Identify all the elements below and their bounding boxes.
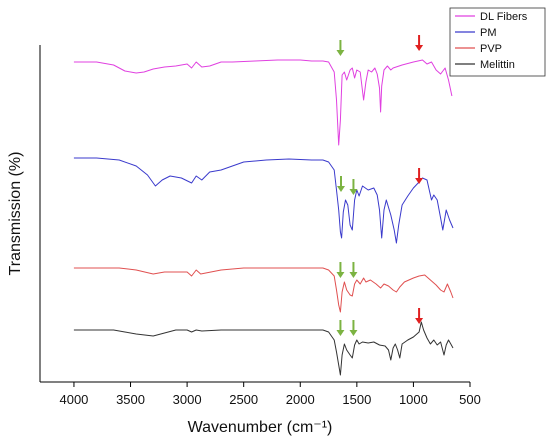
annotation-arrow <box>349 179 358 195</box>
series-line-melittin <box>73 321 454 376</box>
x-tick-label: 3500 <box>116 392 145 407</box>
annotation-arrow <box>415 308 424 324</box>
legend-label: PVP <box>480 43 502 55</box>
x-tick-label: 1500 <box>342 392 371 407</box>
legend-item: Melittin <box>455 59 515 71</box>
x-ticks: 4000 3500 3000 2500 2000 1500 1000 500 <box>59 382 481 407</box>
legend-box <box>449 7 546 77</box>
legend: DL Fibers PM PVP Melittin <box>449 7 546 77</box>
y-axis-title: Transmission (%) <box>7 152 24 276</box>
plot-area: 4000 3500 3000 2500 2000 1500 1000 500 <box>39 35 481 407</box>
annotation-arrow <box>415 35 424 51</box>
legend-item: PM <box>455 27 497 39</box>
x-tick-label: 3000 <box>173 392 202 407</box>
x-tick-label: 2000 <box>286 392 315 407</box>
legend-label: PM <box>480 27 497 39</box>
legend-item: DL Fibers <box>455 11 528 23</box>
x-tick-label: 1000 <box>399 392 428 407</box>
series-line-pm <box>73 157 454 244</box>
annotation-arrow <box>337 176 345 192</box>
annotation-arrow <box>336 262 345 278</box>
x-tick-label: 4000 <box>59 392 88 407</box>
series-line-pvp <box>73 267 454 313</box>
annotation-arrow <box>415 168 424 184</box>
series-line-dl-fibers <box>73 59 453 146</box>
legend-label: Melittin <box>480 59 515 71</box>
annotation-arrow <box>349 262 358 278</box>
series-layer <box>73 59 454 376</box>
annotation-arrow <box>336 40 345 56</box>
annotation-arrow <box>336 320 345 336</box>
x-tick-label: 500 <box>459 392 481 407</box>
legend-label: DL Fibers <box>480 11 528 23</box>
x-axis-title: Wavenumber (cm⁻¹) <box>188 419 333 436</box>
legend-item: PVP <box>455 43 502 55</box>
annotation-arrow <box>349 320 358 336</box>
legend-items: DL Fibers PM PVP Melittin <box>455 11 528 71</box>
annotation-layer <box>336 35 424 336</box>
x-tick-label: 2500 <box>229 392 258 407</box>
